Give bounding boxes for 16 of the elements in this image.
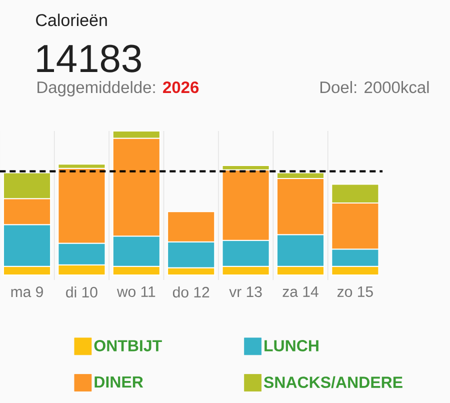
x-tick-label: ma 9 xyxy=(11,286,43,298)
x-tick-label: wo 11 xyxy=(116,286,156,297)
text: Doel: 2000kcal xyxy=(320,81,429,94)
text: Daggemiddelde: xyxy=(38,81,155,96)
x-tick-label: do 12 xyxy=(172,286,210,298)
legend-label: SNACKS/ANDERE xyxy=(264,376,402,388)
x-tick-label: di 10 xyxy=(66,286,98,298)
legend-label: DINER xyxy=(94,376,144,388)
text: 2026 xyxy=(163,81,199,94)
legend-label: ONTBIJT xyxy=(94,340,162,352)
x-tick-label: vr 13 xyxy=(229,286,262,298)
chart-title: Calorieën xyxy=(36,14,107,26)
x-tick-label: zo 15 xyxy=(337,286,373,297)
legend-label: LUNCH xyxy=(264,340,318,352)
x-tick-label: za 14 xyxy=(282,286,318,297)
chart-subtitle: 14183 xyxy=(37,44,141,72)
